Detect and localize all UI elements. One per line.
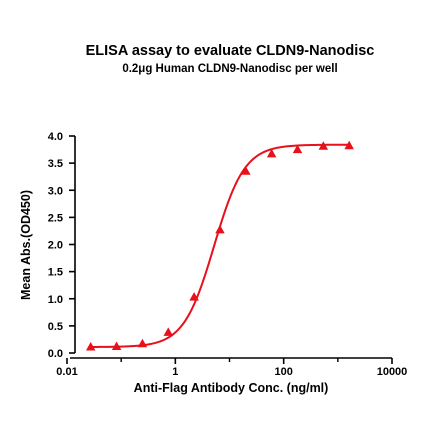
x-tick-label: 100: [274, 366, 292, 378]
x-tick-label: 0.01: [56, 366, 77, 378]
y-tick-label: 3.0: [48, 185, 63, 197]
y-tick-label: 4.0: [48, 131, 63, 143]
data-point-marker: [241, 166, 251, 175]
data-point-marker: [137, 338, 148, 348]
chart-subtitle: 0.2μg Human CLDN9-Nanodisc per well: [122, 63, 337, 75]
data-markers: [85, 140, 354, 351]
y-axis-label: Mean Abs.(OD450): [19, 190, 33, 300]
y-tick-label: 1.0: [48, 294, 63, 306]
y-tick-label: 2.5: [48, 212, 63, 224]
axes: [70, 136, 392, 359]
y-tick-label: 3.5: [48, 158, 63, 170]
data-point-marker: [318, 141, 329, 150]
y-tick-label: 0.5: [48, 321, 63, 333]
x-axis-label: Anti-Flag Antibody Conc. (ng/ml): [134, 381, 329, 395]
y-tick-label: 2.0: [48, 240, 63, 252]
data-point-marker: [189, 292, 199, 301]
data-point-marker: [85, 342, 96, 351]
data-point-marker: [215, 224, 225, 234]
data-point-marker: [111, 341, 122, 350]
x-tick-label: 10000: [377, 366, 408, 378]
data-point-marker: [292, 144, 303, 154]
data-point-marker: [344, 140, 354, 150]
y-ticks: 0.0 0.5 1.0 1.5 2.0 2.5 3.0 3.5 4.0: [48, 131, 75, 360]
fit-curve-series-1: [90, 143, 350, 348]
x-ticks: 0.01 1 100 10000: [56, 358, 407, 378]
chart-title: ELISA assay to evaluate CLDN9-Nanodisc: [86, 43, 375, 59]
data-point-marker: [266, 148, 277, 158]
y-tick-label: 0.0: [48, 348, 63, 360]
data-point-marker: [163, 327, 174, 336]
x-tick-label: 1: [172, 366, 178, 378]
y-tick-label: 1.5: [48, 267, 63, 279]
